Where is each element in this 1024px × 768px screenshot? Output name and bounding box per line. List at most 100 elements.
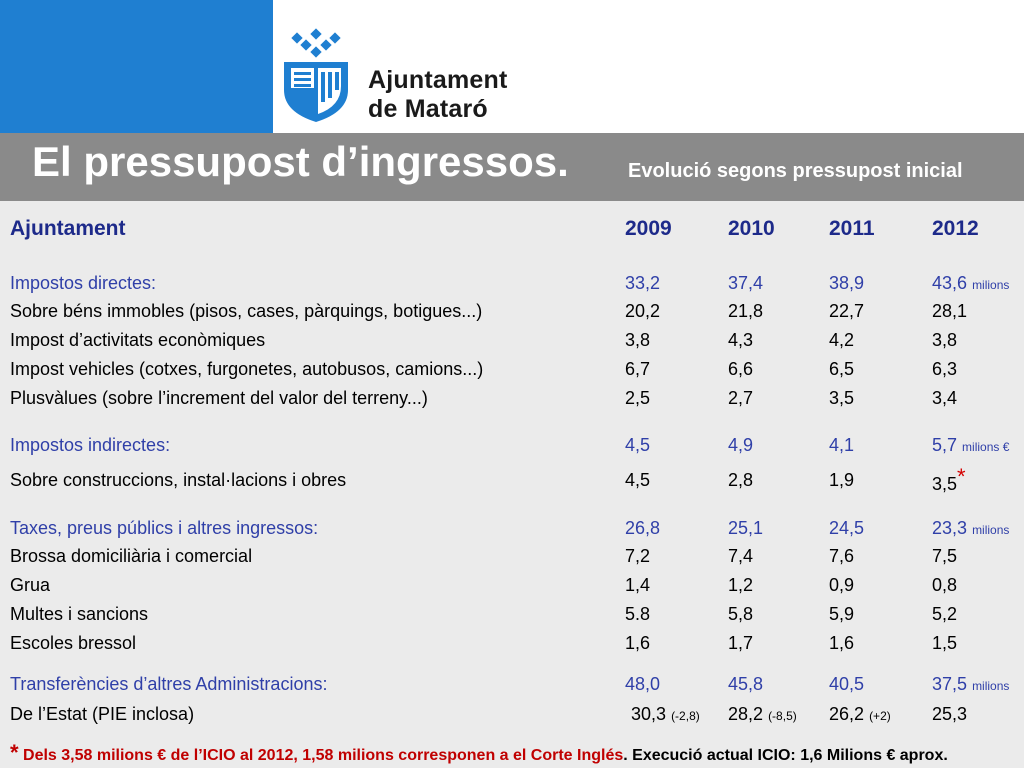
value-text: 3,5 — [829, 388, 855, 408]
value-text: 25,3 — [932, 704, 968, 724]
table-row-label: Escoles bressol — [10, 633, 137, 653]
table-cell-value: 7,6 — [829, 546, 854, 567]
value-text: 7,4 — [728, 546, 754, 566]
table-row-label: Sobre béns immobles (pisos, cases, pàrqu… — [10, 301, 483, 321]
table-cell-value: 5,9 — [829, 604, 854, 625]
table-cell-value: 6,6 — [728, 359, 753, 380]
value-text: 1,7 — [728, 633, 754, 653]
table-cell-value: 3,5 — [829, 388, 854, 409]
value-text: 1,6 — [625, 633, 651, 653]
table-header-year: 2011 — [829, 217, 875, 240]
table-category-label: Impostos indirectes: — [10, 435, 171, 455]
table-cell-value: 2,8 — [728, 470, 753, 491]
brand-line-1: Ajuntament — [368, 66, 508, 94]
table-header-year: 2009 — [625, 217, 672, 240]
value-text: 33,2 — [625, 273, 661, 293]
value-text: 2,5 — [625, 388, 651, 408]
value-text: 7,5 — [932, 546, 958, 566]
unit-label: milions — [972, 679, 1010, 693]
table-category-value: 24,5 — [829, 518, 864, 539]
value-text: 3,8 — [932, 330, 958, 350]
value-text: 48,0 — [625, 674, 661, 694]
value-text: 6,6 — [728, 359, 754, 379]
variation-note: (-8,5) — [768, 709, 797, 723]
value-text: 28,2 — [728, 704, 764, 724]
table-cell-value: 1,6 — [625, 633, 650, 654]
value-text: 20,2 — [625, 301, 661, 321]
table-header-year: 2010 — [728, 217, 775, 240]
table-row-label: Plusvàlues (sobre l’increment del valor … — [10, 388, 428, 408]
value-text: 5,7 — [932, 435, 958, 455]
table-category-value: 38,9 — [829, 273, 864, 294]
table-category-value: 37,5 milions — [932, 674, 1009, 695]
value-text: 4,2 — [829, 330, 855, 350]
header: Ajuntament de Mataró — [0, 0, 1024, 133]
table-row-label: Sobre construccions, instal·lacions i ob… — [10, 470, 347, 490]
footnote-highlight: Dels 3,58 milions € de l’ICIO al 2012, 1… — [23, 747, 624, 764]
table-cell-value: 21,8 — [728, 301, 763, 322]
table-category-label: Taxes, preus públics i altres ingressos: — [10, 518, 319, 538]
value-text: 6,3 — [932, 359, 958, 379]
table-category-value: 26,8 — [625, 518, 660, 539]
table-cell-value: 6,7 — [625, 359, 650, 380]
table-category-value: 23,3 milions — [932, 518, 1009, 539]
value-text: 4,3 — [728, 330, 754, 350]
table-category-value: 33,2 — [625, 273, 660, 294]
value-text: 0,8 — [932, 575, 958, 595]
table-cell-value: 4,3 — [728, 330, 753, 351]
table-cell-value: 1,5 — [932, 633, 957, 654]
value-text: 7,2 — [625, 546, 651, 566]
table-cell-value: 0,9 — [829, 575, 854, 596]
table-category-value: 5,7 milions € — [932, 435, 1009, 456]
variation-note: (+2) — [869, 709, 891, 723]
footnote-marker: * — [957, 464, 966, 489]
table-header-label: Ajuntament — [10, 217, 126, 240]
title-bar — [0, 133, 1024, 201]
table-cell-value: 1,2 — [728, 575, 753, 596]
value-text: 5,8 — [728, 604, 754, 624]
unit-label: milions — [972, 523, 1010, 537]
table-cell-value: 30,3 (-2,8) — [631, 704, 700, 725]
table-cell-value: 5,2 — [932, 604, 957, 625]
table-row-label: Grua — [10, 575, 51, 595]
value-text: 21,8 — [728, 301, 764, 321]
table-cell-value: 25,3 — [932, 704, 967, 725]
table-category-value: 43,6 milions — [932, 273, 1009, 294]
unit-label: milions € — [962, 440, 1010, 454]
table-cell-value: 4,5 — [625, 470, 650, 491]
value-text: 3,5 — [932, 474, 958, 494]
table-cell-value: 28,1 — [932, 301, 967, 322]
value-text: 28,1 — [932, 301, 968, 321]
footnote-rest: . Execució actual ICIO: 1,6 Milions € ap… — [623, 747, 948, 764]
value-text: 4,9 — [728, 435, 754, 455]
table-category-value: 45,8 — [728, 674, 763, 695]
value-text: 5.8 — [625, 604, 651, 624]
table-cell-value: 20,2 — [625, 301, 660, 322]
table-cell-value: 3,8 — [932, 330, 957, 351]
table-category-value: 40,5 — [829, 674, 864, 695]
table-cell-value: 3,5* — [932, 464, 966, 496]
value-text: 5,9 — [829, 604, 855, 624]
table-row-label: Impost d’activitats econòmiques — [10, 330, 266, 350]
variation-note: (-2,8) — [671, 709, 700, 723]
value-text: 43,6 — [932, 273, 968, 293]
table-cell-value: 7,2 — [625, 546, 650, 567]
footnote-star: * — [10, 740, 19, 765]
table-cell-value: 22,7 — [829, 301, 864, 322]
table-cell-value: 5,8 — [728, 604, 753, 625]
table-cell-value: 26,2 (+2) — [829, 704, 891, 725]
table-category-value: 4,9 — [728, 435, 753, 456]
table-category-value: 48,0 — [625, 674, 660, 695]
value-text: 23,3 — [932, 518, 968, 538]
table-cell-value: 4,2 — [829, 330, 854, 351]
table-cell-value: 6,3 — [932, 359, 957, 380]
table-row-label: Brossa domiciliària i comercial — [10, 546, 253, 566]
table-cell-value: 1,6 — [829, 633, 854, 654]
table-cell-value: 1,4 — [625, 575, 650, 596]
value-text: 6,7 — [625, 359, 651, 379]
value-text: 26,8 — [625, 518, 661, 538]
value-text: 5,2 — [932, 604, 958, 624]
value-text: 3,4 — [932, 388, 958, 408]
value-text: 38,9 — [829, 273, 865, 293]
table-cell-value: 1,9 — [829, 470, 854, 491]
